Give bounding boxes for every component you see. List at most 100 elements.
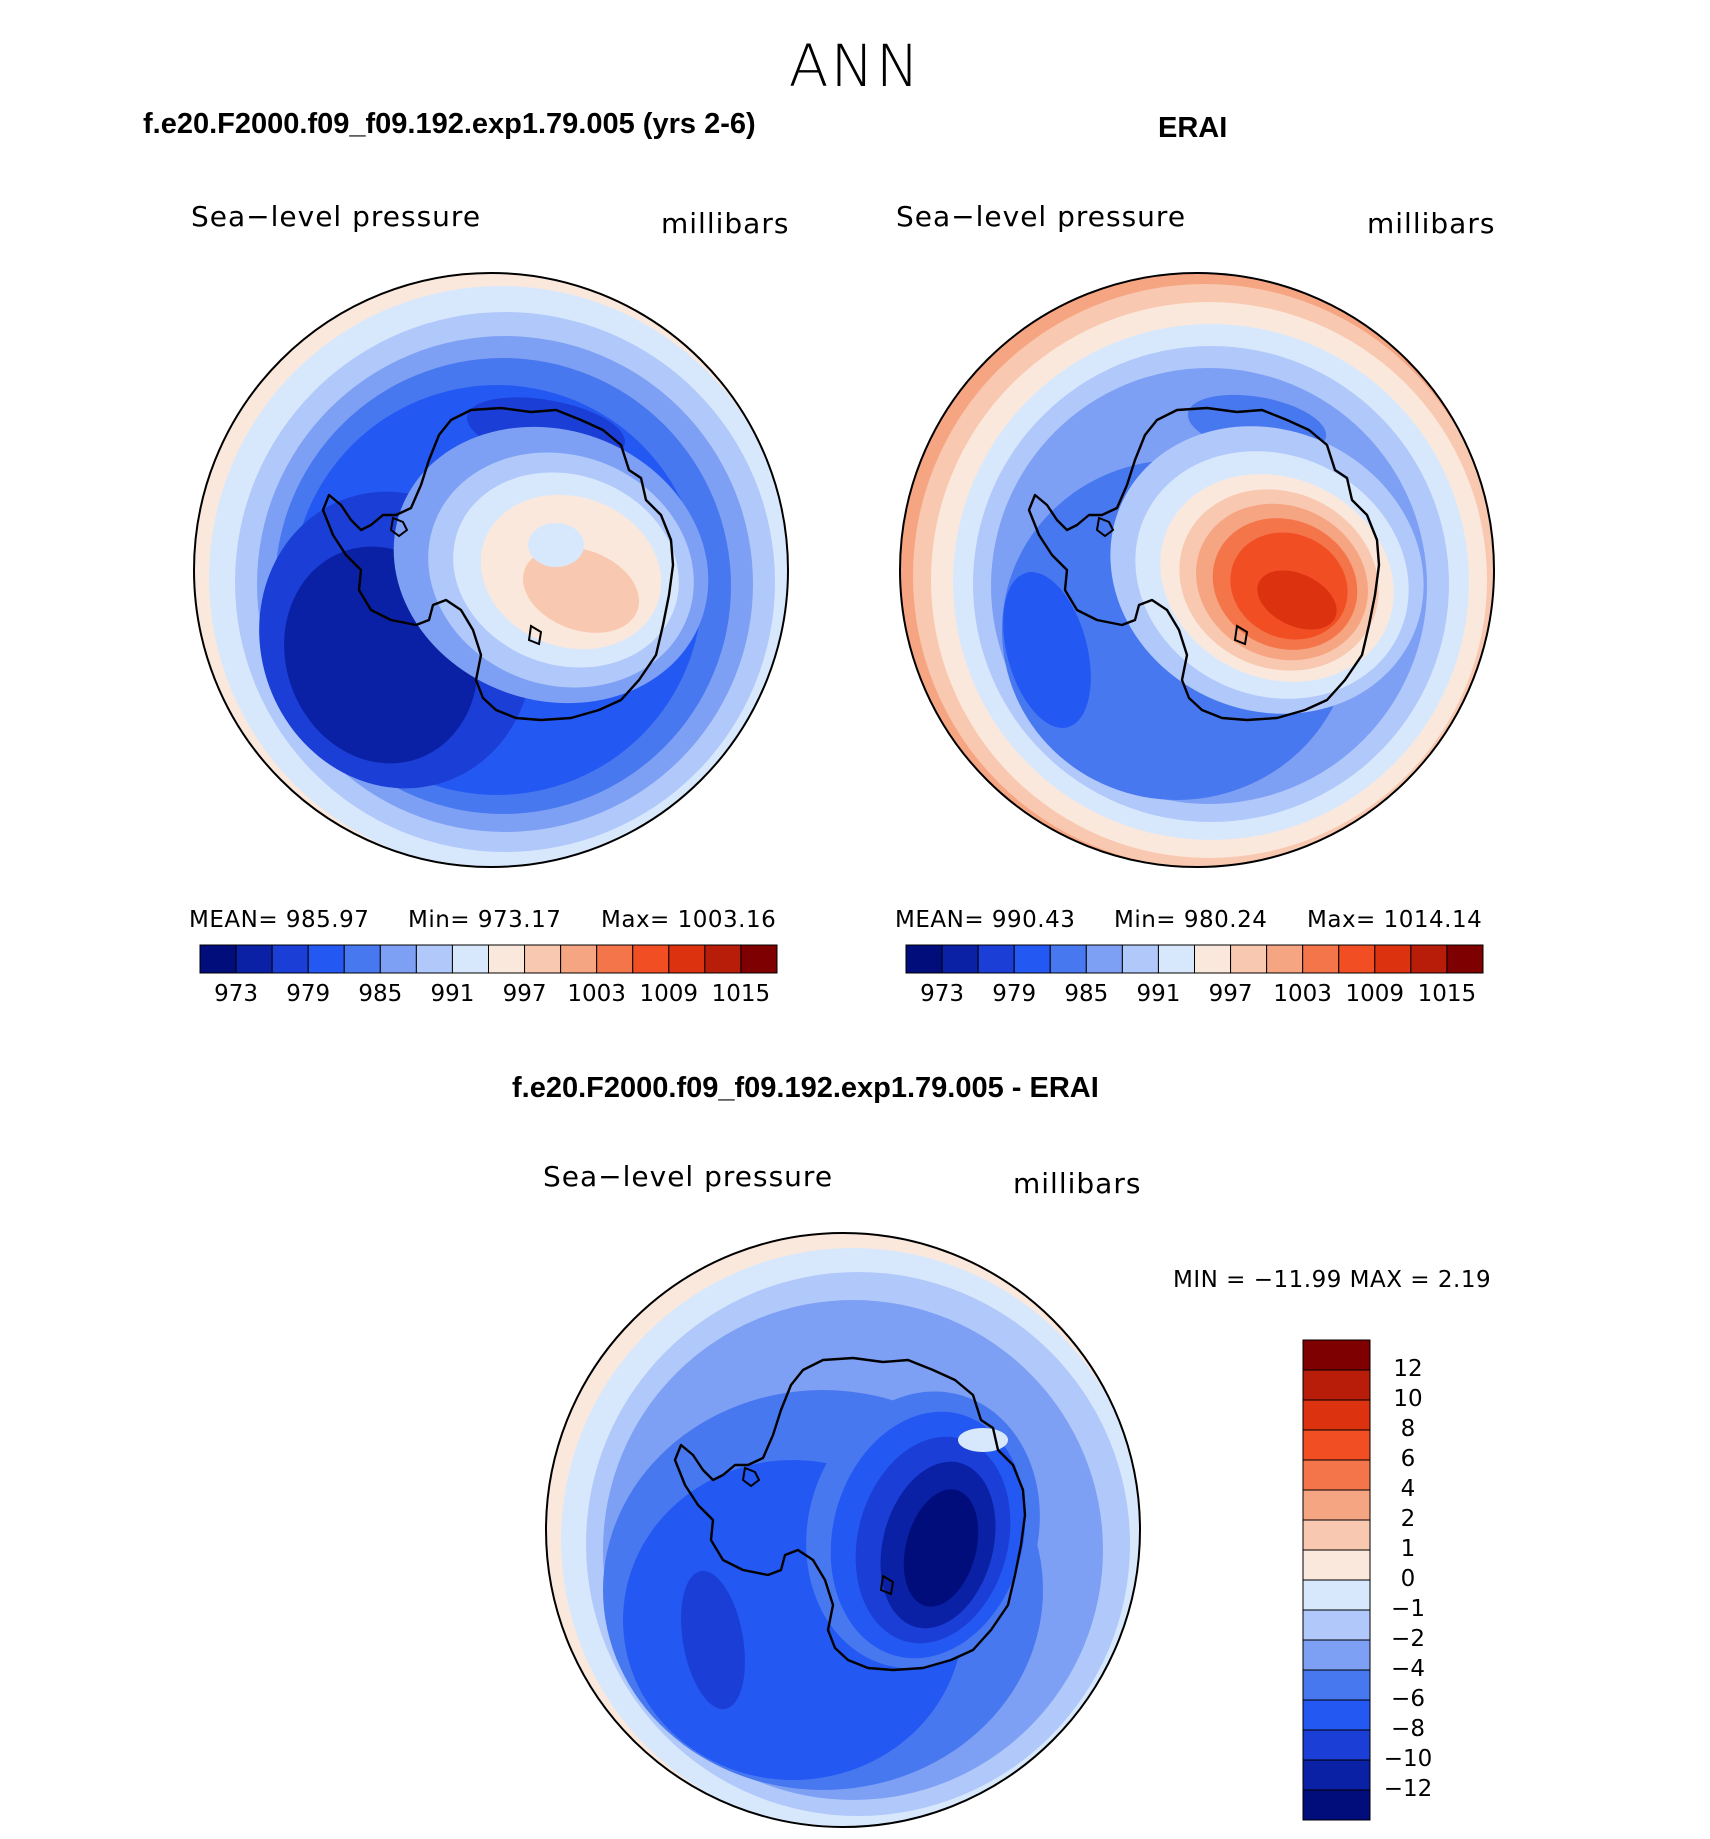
panel-2-min: Min= 980.24 — [1114, 907, 1268, 933]
panel-2-colorbar-tick-label: 1003 — [1273, 981, 1332, 1007]
panel-2-colorbar-box — [1049, 944, 1087, 974]
panel-1-colorbar-tick-label: 1015 — [711, 981, 771, 1007]
difference-colorbar-box — [1302, 1609, 1371, 1641]
difference-map-outline — [545, 1232, 1141, 1828]
panel-2-colorbar-box — [1410, 944, 1448, 974]
difference-colorbar-tick-label: −4 — [1391, 1656, 1425, 1682]
panel-1-colorbar-tick-label: 985 — [358, 981, 403, 1007]
difference-map-fill — [546, 1233, 1140, 1827]
panel-2-max: Max= 1014.14 — [1307, 907, 1483, 933]
figure-title: ANN — [788, 32, 922, 100]
panel-2-colorbar-tick-label: 997 — [1208, 981, 1253, 1007]
difference-colorbar-box — [1302, 1399, 1371, 1431]
difference-colorbar-tick-label: 0 — [1400, 1566, 1416, 1592]
difference-map-band — [958, 1428, 1008, 1452]
difference-colorbar-tick-label: 2 — [1400, 1506, 1416, 1532]
panel-2-colorbar-tick-label: 979 — [992, 981, 1037, 1007]
difference-colorbar-box — [1302, 1579, 1371, 1611]
difference-colorbar-box — [1302, 1369, 1371, 1401]
panel-2-case-title: ERAI — [1158, 112, 1228, 144]
panel-1-colorbar-box — [740, 944, 778, 974]
panel-2-colorbar-tick-label: 1015 — [1417, 981, 1477, 1007]
panel-2-colorbar-box — [1013, 944, 1051, 974]
panel-1-max: Max= 1003.16 — [601, 907, 777, 933]
panel-2-mean: MEAN= 990.43 — [895, 907, 1076, 933]
panel-1-colorbar-box — [668, 944, 706, 974]
panel-2-colorbar-box — [1194, 944, 1232, 974]
panel-2-map-band — [1257, 570, 1337, 630]
panel-1-map — [193, 272, 789, 868]
panel-2-colorbar-box — [1266, 944, 1304, 974]
difference-minmax: MIN = −11.99 MAX = 2.19 — [1173, 1267, 1492, 1293]
panel-1-colorbar-box — [199, 944, 237, 974]
panel-2-colorbar-box — [1338, 944, 1376, 974]
panel-1-colorbar-box — [235, 944, 273, 974]
panel-1-mean: MEAN= 985.97 — [189, 907, 370, 933]
panel-1-colorbar-box — [632, 944, 670, 974]
panel-2-colorbar-tick-label: 985 — [1064, 981, 1109, 1007]
panel-1-map-fill — [194, 273, 788, 867]
panel-1-colorbar-tick-label: 997 — [502, 981, 547, 1007]
difference-colorbar-tick-label: −8 — [1391, 1716, 1425, 1742]
difference-colorbar-box — [1302, 1729, 1371, 1761]
panel-1-colorbar-box — [524, 944, 562, 974]
panel-1-variable-label: Sea−level pressure — [191, 200, 482, 233]
difference-colorbar-box — [1302, 1339, 1371, 1371]
difference-colorbar-tick-label: 10 — [1393, 1386, 1423, 1412]
panel-1-colorbar-box — [488, 944, 526, 974]
panel-1-colorbar-tick-label: 979 — [286, 981, 331, 1007]
panel-2-colorbar-box — [1085, 944, 1123, 974]
panel-2-variable-label: Sea−level pressure — [896, 200, 1187, 233]
panel-2-map — [899, 272, 1495, 868]
difference-colorbar-box — [1302, 1519, 1371, 1551]
difference-colorbar-box — [1302, 1669, 1371, 1701]
panel-2-map-fill — [900, 273, 1494, 867]
panel-1-colorbar-box — [596, 944, 634, 974]
difference-colorbar-tick-label: 12 — [1393, 1356, 1423, 1382]
difference-map — [545, 1232, 1141, 1828]
panel-1-units-label: millibars — [661, 207, 790, 240]
difference-colorbar-box — [1302, 1789, 1371, 1821]
panel-1-map-band — [522, 547, 640, 633]
panel-1-colorbar-box — [415, 944, 453, 974]
panel-2-map-outline — [899, 272, 1495, 868]
difference-case-title: f.e20.F2000.f09_f09.192.exp1.79.005 - ER… — [512, 1072, 1099, 1104]
panel-1-colorbar-box — [451, 944, 489, 974]
panel-2-colorbar-box — [905, 944, 943, 974]
difference-colorbar-box — [1302, 1429, 1371, 1461]
panel-1-colorbar-tick-label: 1003 — [567, 981, 626, 1007]
panel-2-colorbar-tick-label: 991 — [1136, 981, 1181, 1007]
panel-1-colorbar-box — [704, 944, 742, 974]
panel-2-colorbar-box — [1230, 944, 1268, 974]
difference-units-label: millibars — [1013, 1167, 1142, 1200]
panel-1-colorbar-tick-label: 1009 — [639, 981, 699, 1007]
panel-2-colorbar-tick-label: 973 — [920, 981, 965, 1007]
difference-colorbar-box — [1302, 1759, 1371, 1791]
panel-2-colorbar-box — [977, 944, 1015, 974]
difference-colorbar-tick-label: −1 — [1391, 1596, 1425, 1622]
difference-colorbar-box — [1302, 1459, 1371, 1491]
difference-colorbar-tick-label: 1 — [1400, 1536, 1416, 1562]
panel-1-colorbar-box — [560, 944, 598, 974]
panel-1-colorbar-box — [343, 944, 381, 974]
panel-2-colorbar-box — [1446, 944, 1484, 974]
difference-colorbar-box — [1302, 1699, 1371, 1731]
difference-colorbar-tick-label: −12 — [1383, 1776, 1433, 1802]
difference-colorbar-box — [1302, 1489, 1371, 1521]
panel-2-colorbar-box — [1121, 944, 1159, 974]
difference-colorbar-tick-label: −6 — [1391, 1686, 1425, 1712]
difference-colorbar-tick-label: −10 — [1383, 1746, 1433, 1772]
panel-1-colorbar-tick-label: 973 — [214, 981, 259, 1007]
panel-2-colorbar-box — [1157, 944, 1195, 974]
colorbars — [199, 944, 1484, 1821]
difference-map-band — [681, 1570, 745, 1710]
difference-colorbar-box — [1302, 1639, 1371, 1671]
panel-2-colorbar-tick-label: 1009 — [1345, 981, 1405, 1007]
panel-2-units-label: millibars — [1367, 207, 1496, 240]
panel-1-colorbar-tick-label: 991 — [430, 981, 475, 1007]
difference-variable-label: Sea−level pressure — [543, 1160, 834, 1193]
panel-1-map-band — [528, 523, 584, 567]
panel-1-colorbar-box — [271, 944, 309, 974]
